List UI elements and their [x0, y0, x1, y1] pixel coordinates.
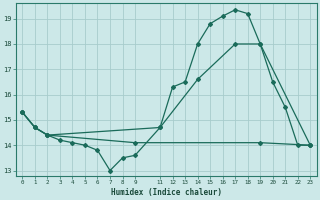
X-axis label: Humidex (Indice chaleur): Humidex (Indice chaleur) [111, 188, 222, 197]
